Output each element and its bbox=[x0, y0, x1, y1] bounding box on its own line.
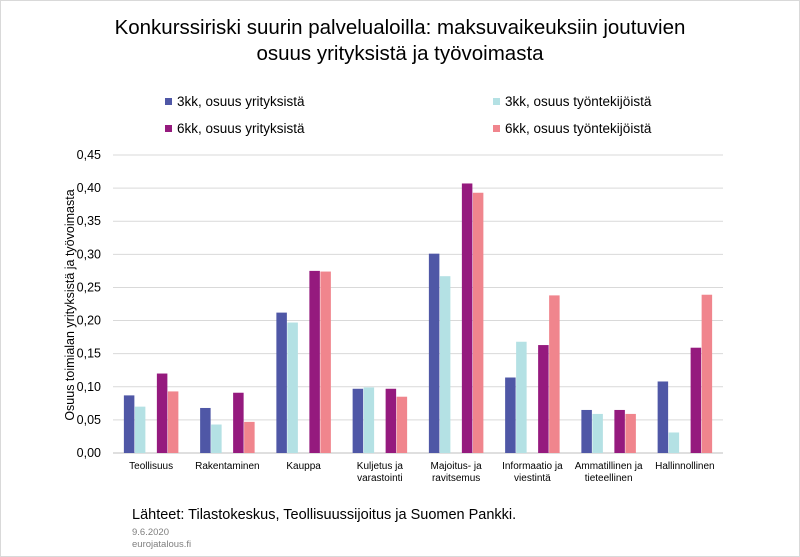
bar bbox=[244, 421, 255, 453]
bar bbox=[352, 388, 364, 453]
source-note: Lähteet: Tilastokeskus, Teollisuussijoit… bbox=[132, 507, 517, 523]
y-tick-label: 0,00 bbox=[77, 446, 101, 460]
y-tick-label: 0,05 bbox=[77, 413, 101, 427]
bar bbox=[385, 388, 397, 453]
x-tick-label-line: Hallinnollinen bbox=[655, 461, 714, 472]
bar bbox=[690, 347, 702, 453]
bar bbox=[233, 392, 244, 453]
bar bbox=[363, 387, 375, 453]
x-tick-label: Hallinnollinen bbox=[655, 461, 714, 472]
site-credit: eurojatalous.fi bbox=[132, 539, 192, 550]
x-tick-label-line: Majoitus- ja bbox=[431, 461, 483, 472]
bar bbox=[516, 341, 527, 453]
x-tick-label: Kuljetus ja varastointi bbox=[357, 461, 404, 484]
publication-date: 9.6.2020 bbox=[132, 527, 169, 538]
y-tick-label: 0,25 bbox=[77, 280, 101, 294]
x-tick-label-line: ravitsemus bbox=[432, 473, 480, 484]
x-tick-label-line: Kauppa bbox=[286, 461, 321, 472]
bar bbox=[581, 409, 592, 453]
x-tick-label-line: Kuljetus ja bbox=[357, 461, 404, 472]
y-tick-label: 0,20 bbox=[77, 314, 101, 328]
y-tick-label: 0,30 bbox=[77, 247, 101, 261]
chart-title-line-2: osuus yrityksistä ja työvoimasta bbox=[256, 42, 544, 65]
plot-area: 0,00 0,05 0,10 0,15 0,20 0,25 0,30 0,35 0,40 0,45… bbox=[77, 148, 723, 484]
y-tick-label: 0,15 bbox=[77, 347, 101, 361]
bar bbox=[592, 413, 603, 453]
bar bbox=[396, 396, 408, 453]
x-tick-label: Majoitus- ja ravitsemus bbox=[431, 461, 483, 484]
chart-title: Konkurssiriski suurin palvelualoilla: ma… bbox=[1, 15, 799, 67]
legend-swatch bbox=[493, 124, 500, 132]
bar bbox=[167, 391, 179, 453]
bar bbox=[211, 424, 222, 453]
bar bbox=[657, 381, 669, 453]
bar bbox=[461, 183, 473, 453]
chart-title-line-1: Konkurssiriski suurin palvelualoilla: ma… bbox=[114, 16, 686, 39]
bar bbox=[701, 294, 713, 453]
bar bbox=[287, 322, 298, 453]
bar bbox=[625, 413, 636, 453]
x-tick-label: Kauppa bbox=[286, 461, 321, 472]
legend-swatch bbox=[165, 124, 172, 132]
y-tick-label: 0,10 bbox=[77, 380, 101, 394]
bar bbox=[428, 253, 440, 453]
x-tick-label-line: tieteellinen bbox=[585, 473, 633, 484]
legend-swatch bbox=[493, 97, 500, 105]
x-tick-label: Rakentaminen bbox=[195, 461, 259, 472]
legend-swatch bbox=[165, 97, 172, 105]
bar bbox=[614, 409, 625, 453]
x-tick-label-line: Teollisuus bbox=[129, 461, 173, 472]
legend-item-6kk-tyontekijat: 6kk, osuus työntekijöistä bbox=[493, 121, 651, 136]
legend-label: 6kk, osuus yrityksistä bbox=[177, 121, 305, 136]
x-tick-label-line: Rakentaminen bbox=[195, 461, 259, 472]
bar bbox=[123, 395, 135, 453]
x-tick-label-line: Ammatillinen ja bbox=[575, 461, 643, 472]
legend-item-3kk-yritykset: 3kk, osuus yrityksistä bbox=[165, 94, 305, 109]
x-tick-label-line: viestintä bbox=[514, 473, 551, 484]
bar bbox=[276, 312, 287, 453]
bar bbox=[309, 270, 320, 453]
bar bbox=[538, 345, 549, 453]
y-tick-label: 0,40 bbox=[77, 181, 101, 195]
bar bbox=[320, 271, 331, 453]
y-tick-label: 0,35 bbox=[77, 214, 101, 228]
x-tick-label: Informaatio ja viestintä bbox=[502, 461, 563, 484]
bar bbox=[505, 377, 516, 453]
bar bbox=[668, 432, 680, 453]
bar bbox=[134, 406, 146, 453]
x-tick-label-line: varastointi bbox=[357, 473, 403, 484]
bar bbox=[156, 373, 168, 453]
bar bbox=[472, 192, 484, 453]
legend-item-6kk-yritykset: 6kk, osuus yrityksistä bbox=[165, 121, 305, 136]
legend-label: 3kk, osuus työntekijöistä bbox=[505, 94, 652, 109]
bar bbox=[200, 407, 211, 453]
legend-label: 6kk, osuus työntekijöistä bbox=[505, 121, 652, 136]
legend-label: 3kk, osuus yrityksistä bbox=[177, 94, 305, 109]
legend-item-3kk-tyontekijat: 3kk, osuus työntekijöistä bbox=[493, 94, 651, 109]
x-tick-label-line: Informaatio ja bbox=[502, 461, 563, 472]
y-tick-label: 0,45 bbox=[77, 148, 101, 162]
x-tick-label: Teollisuus bbox=[129, 461, 173, 472]
bar bbox=[439, 276, 451, 453]
x-tick-label: Ammatillinen ja tieteellinen bbox=[575, 461, 643, 484]
bar bbox=[549, 295, 560, 453]
